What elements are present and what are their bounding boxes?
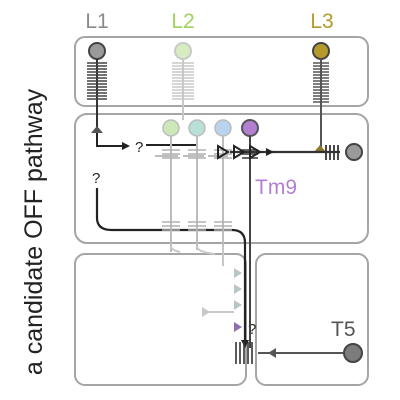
- L2-dendrites: [172, 62, 194, 100]
- L1-dendrites: [87, 62, 107, 100]
- unknown-mark-3: ?: [248, 321, 256, 338]
- tm9-input-arrows: [217, 144, 262, 160]
- lobula-plate-right-box: [255, 253, 369, 386]
- L2-neuron: [172, 42, 194, 120]
- L3-dendrites: [313, 62, 329, 103]
- tm-dot-teal: [188, 119, 206, 137]
- label-L3: L3: [310, 10, 333, 33]
- tm-dot-blue: [214, 119, 232, 137]
- L1-neuron: [87, 42, 249, 348]
- unknown-mark-2: ?: [92, 170, 100, 187]
- layer-boxes: [74, 36, 369, 386]
- T5-soma: [343, 343, 363, 363]
- tm9-soma: [241, 119, 259, 137]
- L1-soma: [88, 42, 106, 60]
- T5-neuron: [235, 342, 363, 364]
- label-L1: L1: [85, 10, 108, 33]
- unknown-mark-1: ?: [135, 139, 143, 156]
- label-L2: L2: [171, 10, 194, 33]
- T5-dendrites: [235, 342, 253, 364]
- L1-terminal-arrow: [91, 126, 103, 133]
- L2-soma: [174, 42, 192, 60]
- label-Tm9: Tm9: [255, 176, 297, 199]
- lobula-plate-left-box: [74, 253, 247, 386]
- L3-soma: [312, 42, 330, 60]
- medulla-box: [74, 113, 369, 244]
- tm-dot-green: [162, 119, 180, 137]
- label-T5: T5: [331, 318, 356, 341]
- L3-terminal-arrow: [314, 145, 326, 152]
- lobula-ghost-inputs: [170, 245, 242, 332]
- medulla-columns: [146, 119, 363, 348]
- medulla-target-soma: [345, 143, 363, 161]
- L3-neuron: [312, 42, 330, 152]
- tm9-output-arrow: [234, 322, 242, 332]
- lamina-box: [74, 36, 369, 107]
- side-title: a candidate OFF pathway: [20, 88, 48, 375]
